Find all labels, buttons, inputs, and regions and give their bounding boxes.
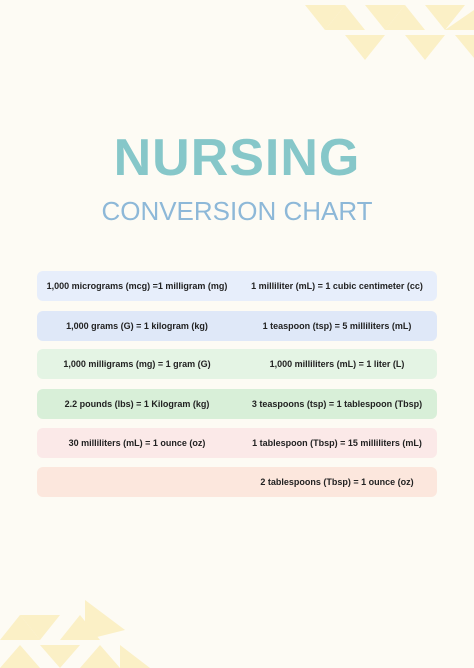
- conversion-left: 1,000 milligrams (mg) = 1 gram (G): [63, 359, 211, 369]
- conversion-right: 1,000 milliliters (mL) = 1 liter (L): [269, 359, 405, 369]
- conversion-right: 1 milliliter (mL) = 1 cubic centimeter (…: [251, 281, 423, 291]
- table-row: 30 milliliters (mL) = 1 ounce (oz) 1 tabl…: [37, 428, 437, 458]
- title: NURSING: [113, 129, 361, 187]
- conversion-right: 1 teaspoon (tsp) = 5 milliliters (mL): [262, 321, 412, 331]
- conversion-right: 3 teaspoons (tsp) = 1 tablespoon (Tbsp): [251, 399, 423, 409]
- conversion-left: 1,000 grams (G) = 1 kilogram (kg): [66, 321, 208, 331]
- conversion-right: 1 tablespoon (Tbsp) = 15 milliliters (mL…: [252, 438, 422, 448]
- conversion-left: 1,000 micrograms (mcg) =1 milligram (mg): [46, 281, 228, 291]
- conversion-left: 2.2 pounds (lbs) = 1 Kilogram (kg): [64, 399, 210, 409]
- conversion-right: 2 tablespoons (Tbsp) = 1 ounce (oz): [260, 477, 414, 487]
- subtitle: CONVERSION CHART: [101, 196, 373, 226]
- table-row: 2.2 pounds (lbs) = 1 Kilogram (kg) 3 teas…: [37, 389, 437, 419]
- conversion-left: 30 milliliters (mL) = 1 ounce (oz): [68, 438, 206, 448]
- table-row: 1,000 milligrams (mg) = 1 gram (G) 1,000 …: [37, 349, 437, 379]
- table-row: 1,000 micrograms (mcg) =1 milligram (mg)…: [37, 271, 437, 301]
- table-row: 1,000 grams (G) = 1 kilogram (kg) 1 teasp…: [37, 311, 437, 341]
- table-row: 2 tablespoons (Tbsp) = 1 ounce (oz): [37, 467, 437, 497]
